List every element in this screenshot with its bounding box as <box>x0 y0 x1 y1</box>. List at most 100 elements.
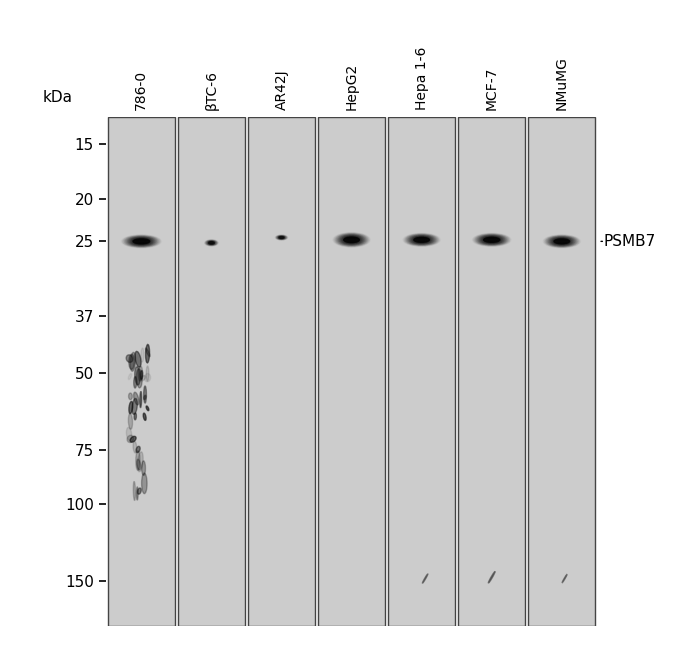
Ellipse shape <box>134 239 150 244</box>
Ellipse shape <box>134 377 137 388</box>
Ellipse shape <box>480 236 504 244</box>
Ellipse shape <box>128 237 155 246</box>
Ellipse shape <box>547 236 577 246</box>
Ellipse shape <box>479 235 504 244</box>
Ellipse shape <box>344 237 359 243</box>
Ellipse shape <box>209 241 215 244</box>
Ellipse shape <box>137 452 143 472</box>
Ellipse shape <box>209 242 214 244</box>
Ellipse shape <box>207 241 215 244</box>
Ellipse shape <box>341 235 362 244</box>
Ellipse shape <box>128 237 154 246</box>
Ellipse shape <box>338 235 365 245</box>
Ellipse shape <box>134 239 149 244</box>
Ellipse shape <box>342 236 361 243</box>
Ellipse shape <box>487 238 497 241</box>
Ellipse shape <box>279 237 283 239</box>
Ellipse shape <box>208 241 215 244</box>
Ellipse shape <box>418 239 426 241</box>
Ellipse shape <box>345 237 358 243</box>
Ellipse shape <box>549 237 574 246</box>
Ellipse shape <box>416 238 427 242</box>
Ellipse shape <box>337 234 366 246</box>
Ellipse shape <box>130 237 153 245</box>
Ellipse shape <box>126 236 157 246</box>
Ellipse shape <box>143 413 146 421</box>
Text: kDa: kDa <box>43 89 73 104</box>
Bar <box>318 117 386 626</box>
Ellipse shape <box>279 237 284 239</box>
Ellipse shape <box>129 402 133 413</box>
Ellipse shape <box>558 240 565 243</box>
Ellipse shape <box>555 239 569 244</box>
Ellipse shape <box>130 352 136 371</box>
Ellipse shape <box>547 236 576 246</box>
Ellipse shape <box>478 235 506 244</box>
Ellipse shape <box>554 239 570 244</box>
Ellipse shape <box>488 239 495 241</box>
Ellipse shape <box>483 237 501 243</box>
Ellipse shape <box>134 393 139 405</box>
Bar <box>248 117 315 626</box>
Ellipse shape <box>143 386 146 403</box>
Ellipse shape <box>563 574 567 583</box>
Ellipse shape <box>552 238 572 245</box>
Ellipse shape <box>344 237 359 243</box>
Ellipse shape <box>413 237 430 243</box>
Ellipse shape <box>345 237 358 243</box>
Ellipse shape <box>412 237 431 243</box>
Ellipse shape <box>343 237 360 243</box>
Ellipse shape <box>133 239 150 244</box>
Ellipse shape <box>482 236 502 243</box>
Ellipse shape <box>477 235 507 245</box>
Ellipse shape <box>279 236 285 239</box>
Ellipse shape <box>486 238 497 242</box>
Ellipse shape <box>410 236 433 244</box>
Ellipse shape <box>346 238 357 242</box>
Ellipse shape <box>407 235 437 245</box>
Ellipse shape <box>209 242 214 244</box>
Ellipse shape <box>208 241 215 244</box>
Ellipse shape <box>411 236 432 244</box>
Ellipse shape <box>129 237 154 245</box>
Text: HepG2: HepG2 <box>344 63 359 110</box>
Ellipse shape <box>209 242 213 244</box>
Ellipse shape <box>342 236 362 244</box>
Ellipse shape <box>141 348 144 362</box>
Ellipse shape <box>347 238 356 242</box>
Ellipse shape <box>132 239 150 244</box>
Ellipse shape <box>551 237 572 245</box>
Ellipse shape <box>408 235 435 244</box>
Ellipse shape <box>137 488 141 494</box>
Ellipse shape <box>413 237 431 243</box>
Ellipse shape <box>488 239 496 241</box>
Ellipse shape <box>128 374 132 379</box>
Ellipse shape <box>417 238 426 241</box>
Ellipse shape <box>344 237 359 243</box>
Ellipse shape <box>140 391 141 408</box>
Ellipse shape <box>127 436 134 443</box>
Ellipse shape <box>410 235 434 244</box>
Ellipse shape <box>130 238 152 245</box>
Ellipse shape <box>208 241 215 244</box>
Ellipse shape <box>135 239 147 243</box>
Ellipse shape <box>278 236 285 239</box>
Text: Hepa 1-6: Hepa 1-6 <box>414 46 429 110</box>
Text: 786-0: 786-0 <box>134 69 148 110</box>
Ellipse shape <box>131 238 152 244</box>
Ellipse shape <box>137 487 138 500</box>
Ellipse shape <box>407 235 436 245</box>
Ellipse shape <box>414 237 429 243</box>
Ellipse shape <box>415 237 429 243</box>
Ellipse shape <box>346 237 357 242</box>
Text: PSMB7: PSMB7 <box>604 234 656 249</box>
Ellipse shape <box>548 237 576 246</box>
Text: NMuMG: NMuMG <box>555 55 569 110</box>
Ellipse shape <box>145 344 150 363</box>
Ellipse shape <box>207 241 215 244</box>
Ellipse shape <box>548 237 576 246</box>
Ellipse shape <box>146 366 149 381</box>
Ellipse shape <box>141 473 147 494</box>
Ellipse shape <box>281 237 283 238</box>
Ellipse shape <box>551 237 573 245</box>
